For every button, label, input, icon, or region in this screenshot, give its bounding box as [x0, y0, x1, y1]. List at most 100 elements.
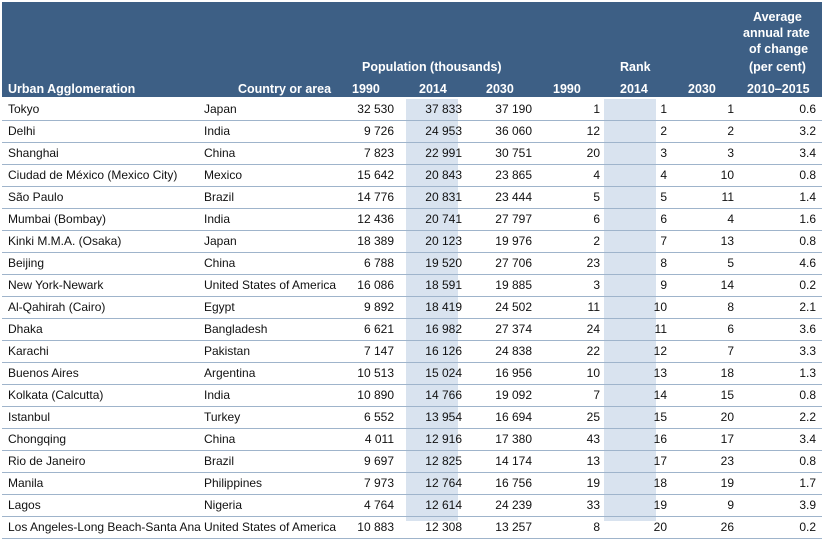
cell-rank-2030: 5 [727, 256, 734, 270]
cell-pop-2030: 17 380 [495, 432, 532, 446]
cell-rank-2030: 23 [720, 454, 734, 468]
cell-rank-2014: 13 [653, 366, 667, 380]
cell-pop-2030: 16 956 [495, 366, 532, 380]
cell-agglomeration: Beijing [8, 256, 45, 270]
cell-rate: 0.8 [799, 388, 816, 402]
cell-pop-2030: 23 865 [495, 168, 532, 182]
cell-agglomeration: Kinki M.M.A. (Osaka) [8, 234, 122, 248]
cell-rank-1990: 4 [593, 168, 600, 182]
cell-rate: 3.4 [799, 146, 816, 160]
cell-rank-2014: 18 [653, 476, 667, 490]
cell-rank-2030: 4 [727, 212, 734, 226]
cell-country: Bangladesh [204, 322, 268, 336]
cell-pop-2030: 19 885 [495, 278, 532, 292]
cell-agglomeration: Delhi [8, 124, 36, 138]
cell-pop-1990: 10 883 [357, 520, 394, 534]
cell-rate: 2.2 [799, 410, 816, 424]
cell-rank-1990: 8 [593, 520, 600, 534]
cell-rank-1990: 23 [586, 256, 600, 270]
cell-agglomeration: Los Angeles-Long Beach-Santa Ana [8, 520, 201, 534]
cell-pop-2014: 12 308 [425, 520, 462, 534]
cell-rank-1990: 24 [586, 322, 600, 336]
cell-rank-2030: 6 [727, 322, 734, 336]
cell-rank-2014: 7 [660, 234, 667, 248]
cell-rank-2030: 17 [720, 432, 734, 446]
cell-rank-2014: 4 [660, 168, 667, 182]
cell-pop-2014: 14 766 [425, 388, 462, 402]
cell-pop-1990: 10 513 [357, 366, 394, 380]
cell-pop-2014: 13 954 [425, 410, 462, 424]
cell-rank-2030: 3 [727, 146, 734, 160]
cell-agglomeration: New York-Newark [8, 278, 104, 292]
table-row: Rio de Janeiro Brazil 9 697 12 825 14 174 13 1… [2, 451, 822, 473]
table-row: Buenos Aires Argentina 10 513 15 024 16 956 1… [2, 363, 822, 385]
cell-rank-2030: 11 [721, 190, 734, 204]
cell-rank-1990: 25 [586, 410, 600, 424]
cell-rank-2014: 2 [660, 124, 667, 138]
cell-country: India [204, 124, 231, 138]
cell-pop-1990: 12 436 [357, 212, 394, 226]
cell-rank-2030: 7 [727, 344, 734, 358]
header-rank-1990: 1990 [553, 82, 581, 96]
cell-rate: 4.6 [799, 256, 816, 270]
cell-rank-2014: 6 [660, 212, 667, 226]
cell-rate: 1.6 [799, 212, 816, 226]
cell-agglomeration: Lagos [8, 498, 41, 512]
table-row: Al-Qahirah (Cairo) Egypt 9 892 18 419 24 502… [2, 297, 822, 319]
header-pop-1990: 1990 [352, 82, 380, 96]
cell-pop-2014: 16 982 [425, 322, 462, 336]
cell-rank-1990: 33 [586, 498, 600, 512]
cell-pop-2030: 23 444 [495, 190, 532, 204]
cell-pop-1990: 32 530 [357, 102, 394, 116]
cell-pop-2014: 16 126 [425, 344, 462, 358]
cell-pop-2030: 13 257 [495, 520, 532, 534]
cell-country: Japan [204, 102, 237, 116]
table-row: Delhi India 9 726 24 953 36 060 12 2 2 3.2 [2, 121, 822, 143]
cell-pop-2014: 20 831 [425, 190, 462, 204]
table-row: Kolkata (Calcutta) India 10 890 14 766 19 09… [2, 385, 822, 407]
table-row: Istanbul Turkey 6 552 13 954 16 694 25 15 20 2.2 [2, 407, 822, 429]
cell-rank-2014: 19 [653, 498, 667, 512]
cell-agglomeration: Dhaka [8, 322, 43, 336]
cell-country: China [204, 256, 236, 270]
table-row: Shanghai China 7 823 22 991 30 751 20 3 3 3.4 [2, 143, 822, 165]
header-country: Country or area [238, 82, 332, 96]
table-row: Mumbai (Bombay) India 12 436 20 741 27 797 6 6… [2, 209, 822, 231]
cell-agglomeration: São Paulo [8, 190, 64, 204]
cell-rank-1990: 43 [586, 432, 600, 446]
cell-rate: 0.6 [799, 102, 816, 116]
header-rank-group: Rank [620, 60, 651, 74]
cell-pop-2030: 14 174 [495, 454, 532, 468]
cell-agglomeration: Rio de Janeiro [8, 454, 86, 468]
cell-rate: 0.8 [799, 234, 816, 248]
table-header: Urban Agglomeration Country or area Popu… [2, 2, 822, 97]
cell-country: Nigeria [204, 498, 243, 512]
cell-pop-1990: 6 788 [363, 256, 394, 270]
cell-rate: 3.2 [799, 124, 816, 138]
data-table-body: Tokyo Japan 32 530 37 833 37 190 1 1 1 0.6 Delhi I… [2, 99, 822, 539]
cell-agglomeration: Istanbul [8, 410, 51, 424]
cell-rate: 3.3 [799, 344, 816, 358]
cell-pop-2014: 15 024 [425, 366, 462, 380]
cell-rate: 1.7 [799, 476, 816, 490]
cell-rank-2014: 12 [653, 344, 667, 358]
cell-rank-2030: 19 [720, 476, 734, 490]
cell-rank-2014: 1 [660, 102, 667, 116]
cell-rank-2030: 26 [720, 520, 734, 534]
cell-pop-1990: 18 389 [357, 234, 394, 248]
cell-pop-2014: 20 741 [425, 212, 462, 226]
cell-rank-1990: 6 [593, 212, 600, 226]
table-row: Karachi Pakistan 7 147 16 126 24 838 22 12 7 3.3 [2, 341, 822, 363]
table-row: São Paulo Brazil 14 776 20 831 23 444 5 5 11 1.4 [2, 187, 822, 209]
cell-pop-2014: 12 825 [425, 454, 462, 468]
cell-agglomeration: Shanghai [8, 146, 59, 160]
cell-rank-1990: 22 [586, 344, 600, 358]
cell-pop-2014: 20 843 [425, 168, 462, 182]
cell-rank-2014: 11 [654, 322, 667, 336]
cell-pop-2030: 27 374 [495, 322, 532, 336]
table-row: Tokyo Japan 32 530 37 833 37 190 1 1 1 0.6 [2, 99, 822, 121]
cell-pop-2030: 16 694 [495, 410, 532, 424]
cell-pop-1990: 6 621 [363, 322, 394, 336]
cell-pop-2014: 37 833 [425, 102, 462, 116]
cell-country: Japan [204, 234, 237, 248]
